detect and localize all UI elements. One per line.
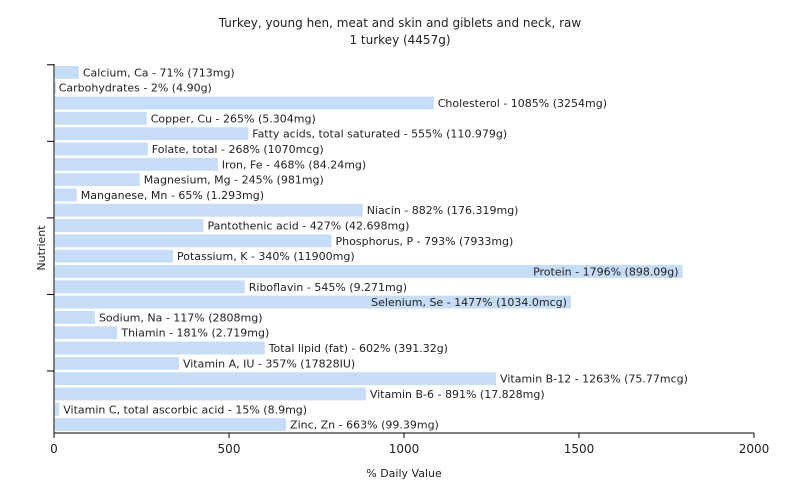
x-tick-label: 500 (218, 442, 241, 456)
bars-group: Calcium, Ca - 71% (713mg) Carbohydrates -… (55, 65, 688, 432)
bar (55, 65, 79, 79)
bar (55, 280, 245, 294)
bar (55, 96, 434, 110)
bar-label: Carbohydrates - 2% (4.90g) (59, 82, 212, 95)
bar-label: Calcium, Ca - 71% (713mg) (83, 66, 235, 79)
bar-label: Sodium, Na - 117% (2808mg) (99, 311, 263, 324)
bar-label: Phosphorus, P - 793% (7933mg) (336, 235, 514, 248)
bar (55, 356, 179, 370)
x-tick-label: 1000 (389, 442, 420, 456)
chart-title: Turkey, young hen, meat and skin and gib… (218, 16, 582, 30)
bar-label: Total lipid (fat) - 602% (391.32g) (268, 342, 448, 355)
bar (55, 372, 497, 386)
chart-subtitle: 1 turkey (4457g) (349, 33, 450, 47)
bar (55, 265, 683, 278)
bar-label: Protein - 1796% (898.09g) (533, 265, 679, 278)
bar-label: Thiamin - 181% (2.719mg) (120, 327, 269, 340)
bar-label: Niacin - 882% (176.319mg) (367, 204, 519, 217)
bar-label: Vitamin B-12 - 1263% (75.77mcg) (500, 373, 688, 386)
bar-label: Vitamin B-6 - 891% (17.828mg) (370, 388, 545, 401)
bar (55, 402, 60, 416)
bar (55, 157, 218, 171)
bar (55, 310, 95, 324)
bar (55, 234, 332, 248)
x-axis-label: % Daily Value (366, 467, 442, 480)
bar-label: Copper, Cu - 265% (5.304mg) (151, 112, 316, 125)
bar (55, 81, 56, 95)
bar-label: Manganese, Mn - 65% (1.293mg) (81, 189, 264, 202)
bar-label: Iron, Fe - 468% (84.24mg) (222, 158, 366, 171)
bar-label: Potassium, K - 340% (11900mg) (177, 250, 355, 263)
bar (55, 219, 204, 232)
bar (55, 203, 363, 217)
bar (55, 188, 77, 202)
bar (55, 249, 173, 263)
bar (55, 341, 265, 355)
y-axis-label: Nutrient (35, 225, 48, 271)
bar (55, 127, 249, 141)
x-tick-label: 2000 (739, 442, 770, 456)
bar-label: Vitamin C, total ascorbic acid - 15% (8.… (63, 403, 307, 416)
bar (55, 387, 366, 401)
bar-label: Vitamin A, IU - 357% (17828IU) (183, 357, 355, 370)
bar-label: Pantothenic acid - 427% (42.698mg) (207, 220, 409, 233)
x-tick-label: 0 (50, 442, 58, 456)
bar-label: Cholesterol - 1085% (3254mg) (438, 97, 607, 110)
bar (55, 295, 571, 309)
bar (55, 142, 148, 156)
bar (55, 326, 118, 340)
bar-label: Riboflavin - 545% (9.271mg) (249, 281, 407, 294)
bar (55, 173, 140, 187)
axes-group: 0 500 1000 1500 2000 (47, 64, 769, 456)
bar-label: Fatty acids, total saturated - 555% (110… (252, 128, 507, 141)
bar-label: Magnesium, Mg - 245% (981mg) (144, 174, 324, 187)
bar (55, 111, 147, 125)
x-tick-label: 1500 (564, 442, 595, 456)
bar-label: Selenium, Se - 1477% (1034.0mcg) (371, 296, 567, 309)
bar-label: Zinc, Zn - 663% (99.39mg) (290, 419, 439, 432)
bar-label: Folate, total - 268% (1070mcg) (152, 143, 324, 156)
bar (55, 418, 287, 432)
